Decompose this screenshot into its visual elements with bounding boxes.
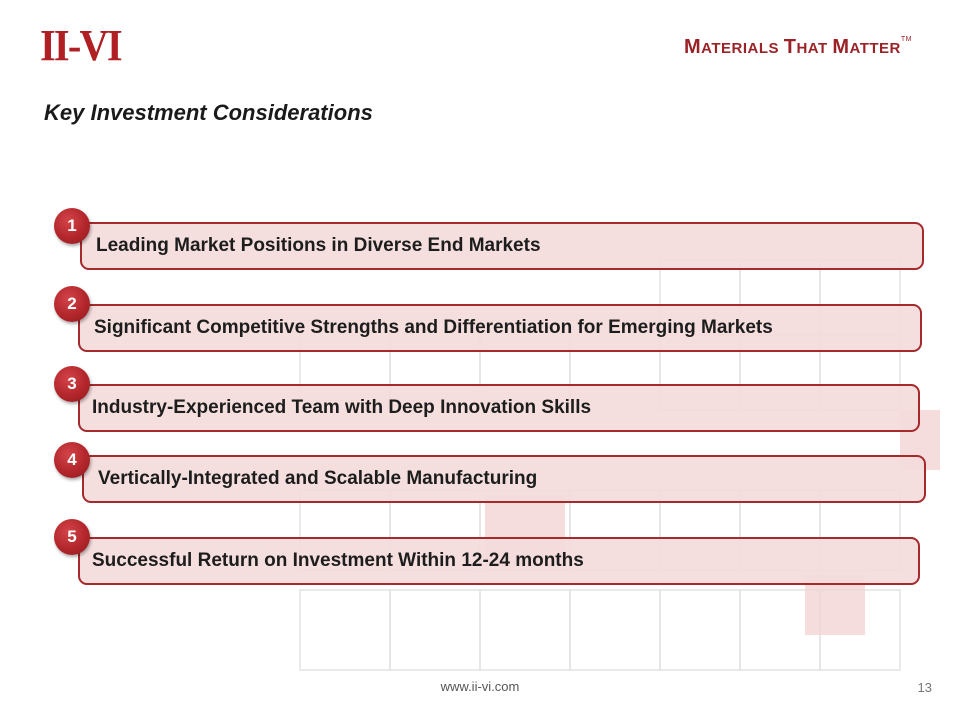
item-number-badge: 2 [54, 286, 90, 322]
item-text: Vertically-Integrated and Scalable Manuf… [98, 468, 538, 489]
consideration-item: Leading Market Positions in Diverse End … [80, 222, 924, 270]
item-text: Significant Competitive Strengths and Di… [94, 317, 773, 338]
item-text: Leading Market Positions in Diverse End … [96, 235, 541, 256]
item-number-badge: 5 [54, 519, 90, 555]
tagline: MATERIALS THAT MATTERTM [683, 36, 912, 58]
item-text: Successful Return on Investment Within 1… [92, 550, 584, 571]
consideration-item: Industry-Experienced Team with Deep Inno… [78, 384, 920, 432]
item-number-badge: 1 [54, 208, 90, 244]
consideration-item: Successful Return on Investment Within 1… [78, 537, 920, 585]
company-logo: II-VI [40, 21, 123, 70]
item-number-badge: 4 [54, 442, 90, 478]
item-text: Industry-Experienced Team with Deep Inno… [92, 397, 592, 418]
consideration-item: Significant Competitive Strengths and Di… [78, 304, 922, 352]
item-number-badge: 3 [54, 366, 90, 402]
page-number: 13 [917, 680, 932, 695]
footer-url: www.ii-vi.com [440, 679, 520, 694]
page-title: Key Investment Considerations [44, 100, 373, 125]
consideration-item: Vertically-Integrated and Scalable Manuf… [82, 455, 926, 503]
